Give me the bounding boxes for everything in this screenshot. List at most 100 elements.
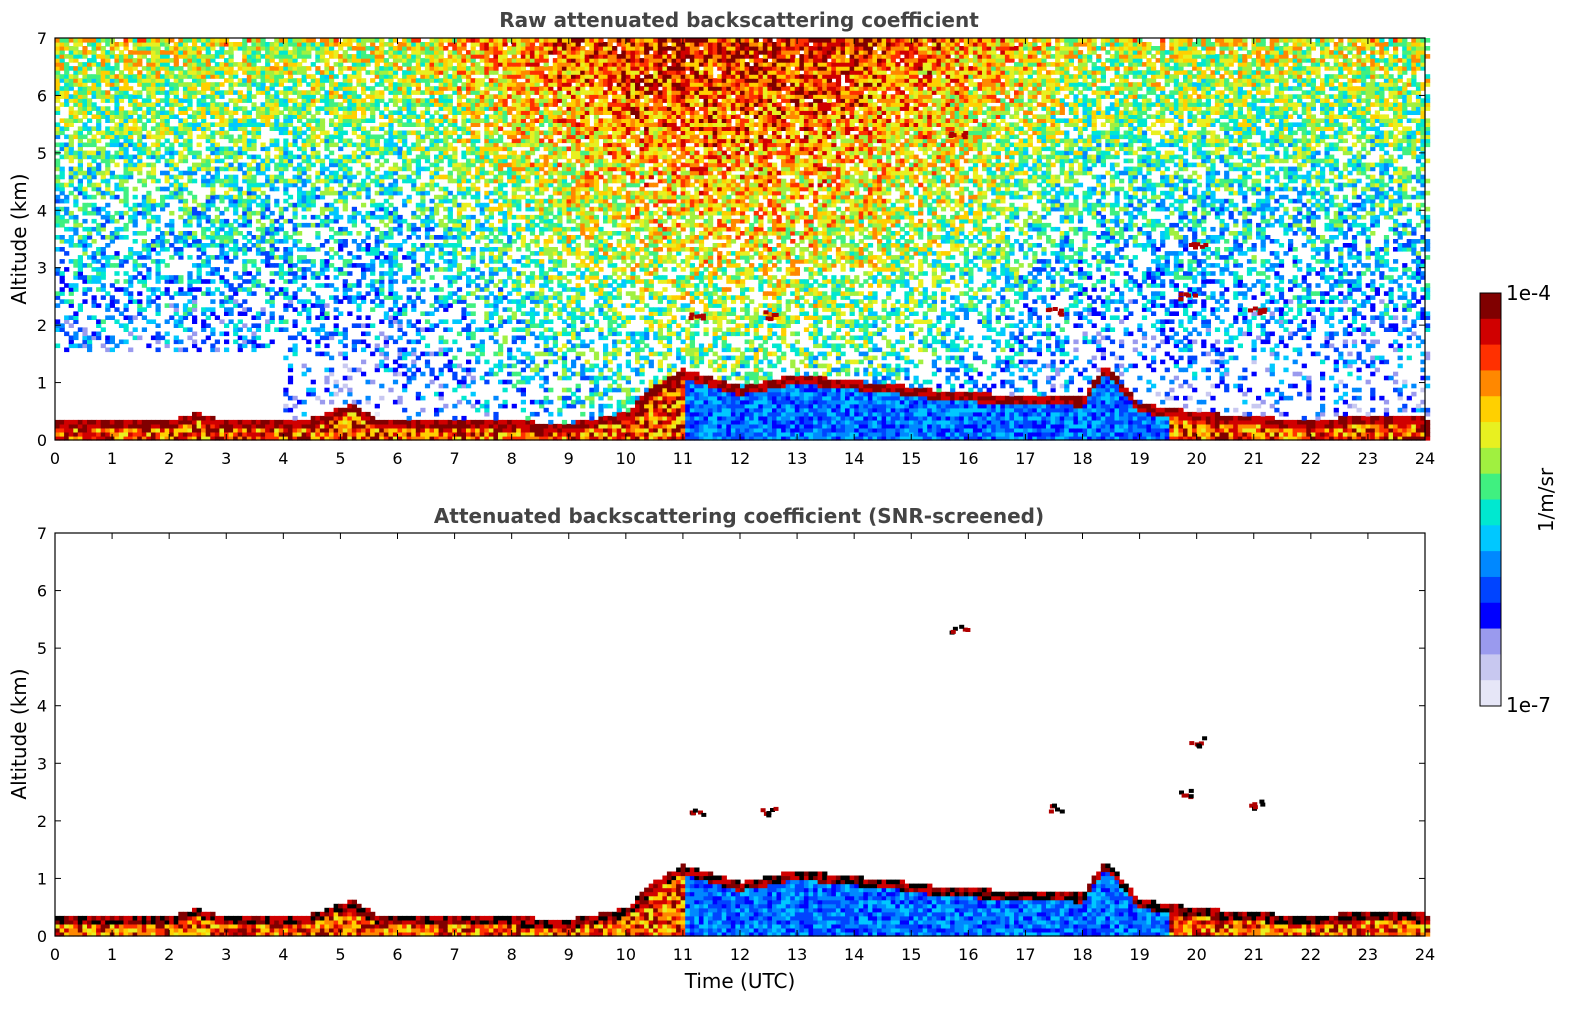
- backscatter-cell: [392, 432, 399, 437]
- backscatter-cell: [219, 291, 225, 296]
- backscatter-cell: [388, 46, 394, 51]
- backscatter-cell: [370, 259, 376, 264]
- backscatter-cell: [214, 110, 220, 115]
- backscatter-cell: [379, 218, 385, 224]
- backscatter-cell: [269, 174, 275, 180]
- backscatter-cell: [155, 427, 161, 433]
- backscatter-cell: [456, 239, 463, 244]
- backscatter-cell: [118, 146, 125, 152]
- backscatter-cell: [315, 271, 321, 276]
- backscatter-cell: [73, 331, 79, 337]
- backscatter-cell: [429, 114, 435, 119]
- backscatter-cell: [246, 259, 252, 264]
- backscatter-cell: [447, 423, 453, 429]
- backscatter-cell: [155, 251, 161, 256]
- backscatter-cell: [456, 423, 463, 429]
- backscatter-cell: [233, 178, 239, 184]
- backscatter-cell: [351, 90, 357, 95]
- backscatter-cell: [456, 427, 463, 433]
- backscatter-cell: [155, 142, 161, 148]
- backscatter-cell: [196, 150, 202, 156]
- backscatter-cell: [123, 186, 129, 192]
- backscatter-cell: [242, 214, 248, 220]
- backscatter-cell: [182, 432, 189, 437]
- backscatter-cell: [347, 122, 353, 127]
- backscatter-cell: [374, 58, 380, 63]
- backscatter-cell: [187, 307, 193, 312]
- backscatter-cell: [91, 154, 97, 160]
- backscatter-cell: [55, 94, 61, 99]
- backscatter-cell: [429, 371, 435, 377]
- backscatter-cell: [278, 102, 284, 107]
- backscatter-cell: [173, 182, 179, 188]
- backscatter-cell: [100, 50, 106, 55]
- backscatter-cell: [301, 142, 307, 148]
- backscatter-cell: [128, 419, 134, 425]
- backscatter-cell: [333, 411, 339, 417]
- backscatter-cell: [187, 423, 193, 429]
- backscatter-cell: [182, 82, 189, 87]
- backscatter-cell: [100, 432, 106, 437]
- backscatter-cell: [182, 146, 189, 152]
- backscatter-cell: [333, 315, 339, 320]
- backscatter-cell: [397, 134, 403, 140]
- backscatter-cell: [233, 194, 239, 200]
- backscatter-cell: [233, 423, 239, 429]
- backscatter-cell: [402, 46, 408, 51]
- backscatter-cell: [379, 162, 385, 168]
- backscatter-cell: [415, 114, 421, 119]
- backscatter-cell: [392, 247, 399, 252]
- backscatter-cell: [137, 170, 143, 176]
- backscatter-cell: [447, 74, 453, 79]
- backscatter-cell: [283, 391, 289, 397]
- backscatter-cell: [443, 235, 449, 240]
- backscatter-cell: [447, 226, 453, 232]
- backscatter-cell: [429, 102, 435, 107]
- backscatter-cell: [109, 154, 115, 160]
- backscatter-cell: [82, 251, 88, 256]
- backscatter-cell: [443, 363, 449, 369]
- backscatter-cell: [187, 138, 193, 144]
- backscatter-cell: [365, 130, 371, 136]
- backscatter-cell: [169, 46, 175, 51]
- backscatter-cell: [265, 94, 271, 99]
- backscatter-cell: [434, 46, 440, 51]
- backscatter-cell: [406, 295, 412, 300]
- backscatter-cell: [406, 194, 412, 200]
- backscatter-cell: [73, 194, 79, 200]
- backscatter-cell: [351, 122, 357, 127]
- backscatter-cell: [388, 427, 394, 433]
- backscatter-cell: [461, 436, 467, 441]
- backscatter-cell: [224, 42, 230, 47]
- backscatter-cell: [470, 182, 476, 188]
- backscatter-cell: [342, 142, 348, 148]
- backscatter-cell: [324, 367, 330, 373]
- raw-panel-title: Raw attenuated backscattering coefficien…: [499, 8, 979, 32]
- backscatter-cell: [87, 174, 93, 180]
- backscatter-cell: [251, 315, 257, 320]
- backscatter-cell: [73, 231, 79, 236]
- backscatter-cell: [429, 174, 435, 180]
- backscatter-cell: [137, 94, 143, 99]
- backscatter-cell: [424, 359, 431, 365]
- backscatter-cell: [77, 134, 83, 140]
- backscatter-cell: [141, 243, 147, 248]
- backscatter-cell: [438, 166, 444, 172]
- backscatter-cell: [228, 259, 234, 264]
- backscatter-cell: [415, 247, 421, 252]
- backscatter-cell: [178, 275, 184, 280]
- backscatter-cell: [383, 114, 389, 119]
- backscatter-cell: [370, 263, 376, 268]
- backscatter-cell: [461, 190, 467, 196]
- backscatter-cell: [315, 118, 321, 123]
- backscatter-cell: [82, 263, 88, 268]
- backscatter-cell: [420, 279, 426, 284]
- backscatter-cell: [146, 38, 152, 43]
- backscatter-cell: [155, 279, 161, 284]
- backscatter-cell: [329, 70, 335, 75]
- backscatter-cell: [292, 166, 298, 172]
- backscatter-cell: [255, 42, 262, 47]
- backscatter-cell: [297, 239, 303, 244]
- backscatter-cell: [114, 423, 120, 429]
- backscatter-cell: [297, 432, 303, 437]
